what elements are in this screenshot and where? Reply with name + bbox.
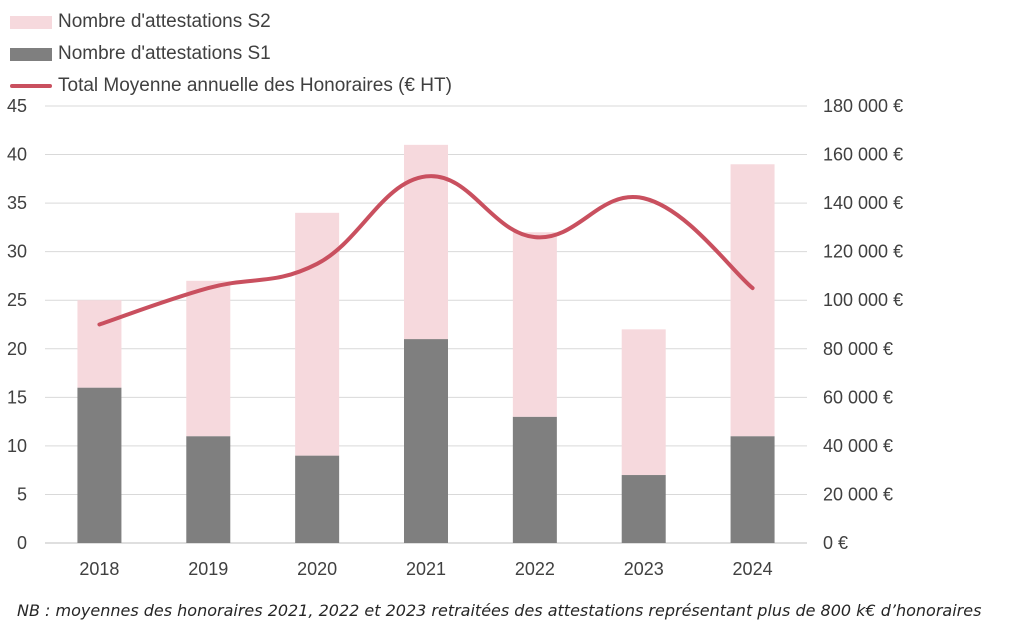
x-axis-tick-label: 2024 (733, 559, 773, 579)
left-axis-tick-label: 15 (7, 387, 27, 407)
right-axis-tick-label: 40 000 € (823, 436, 893, 456)
legend-label-s2: Nombre d'attestations S2 (58, 11, 271, 32)
right-axis-tick-label: 20 000 € (823, 484, 893, 504)
bar-s1 (77, 387, 122, 543)
left-axis-tick-label: 10 (7, 436, 27, 456)
x-axis-tick-label: 2023 (624, 559, 664, 579)
x-axis-tick-label: 2021 (406, 559, 446, 579)
left-axis-tick-label: 0 (17, 533, 27, 553)
x-axis-tick-label: 2019 (188, 559, 228, 579)
legend-item-s2: Nombre d'attestations S2 (10, 6, 452, 38)
right-axis-tick-label: 0 € (823, 533, 848, 553)
footnote: NB : moyennes des honoraires 2021, 2022 … (17, 601, 982, 620)
right-axis-tick-label: 80 000 € (823, 339, 893, 359)
bar-s2 (512, 232, 557, 417)
legend-swatch-s2 (10, 15, 52, 29)
bar-s2 (77, 300, 122, 388)
left-axis-tick-label: 25 (7, 290, 27, 310)
bar-s2 (621, 329, 666, 476)
bar-s1 (295, 455, 340, 543)
series-line-honoraires (97, 174, 755, 327)
left-axis-tick-label: 40 (7, 145, 27, 165)
right-axis-tick-label: 120 000 € (823, 242, 903, 262)
left-axis-tick-label: 45 (7, 96, 27, 116)
right-axis-tick-label: 160 000 € (823, 145, 903, 165)
bar-s2 (295, 212, 340, 456)
bar-s1 (512, 416, 557, 543)
x-axis-tick-label: 2018 (79, 559, 119, 579)
bar-s1 (621, 475, 666, 543)
legend-swatch-line (10, 84, 52, 88)
right-axis-tick-label: 60 000 € (823, 387, 893, 407)
x-axis-tick-label: 2020 (297, 559, 337, 579)
legend-label-s1: Nombre d'attestations S1 (58, 43, 271, 64)
right-axis-tick-label: 140 000 € (823, 193, 903, 213)
legend-item-s1: Nombre d'attestations S1 (10, 38, 452, 70)
bar-s1 (404, 339, 448, 543)
left-axis-tick-label: 30 (7, 242, 27, 262)
combo-chart: 0 0 € 5 20 000 € 10 40 000 € 15 60 000 € 20 80 00… (7, 96, 903, 579)
left-axis-tick-label: 20 (7, 339, 27, 359)
left-axis-tick-label: 5 (17, 484, 27, 504)
legend-item-line: Total Moyenne annuelle des Honoraires (€… (10, 70, 452, 102)
chart-legend: Nombre d'attestations S2 Nombre d'attest… (10, 6, 452, 102)
legend-label-line: Total Moyenne annuelle des Honoraires (€… (58, 75, 452, 96)
bar-s2 (186, 280, 231, 437)
x-axis-tick-label: 2022 (515, 559, 555, 579)
legend-swatch-s1 (10, 47, 52, 61)
bar-s1 (186, 436, 231, 543)
bar-s2 (404, 144, 448, 340)
right-axis-tick-label: 100 000 € (823, 290, 903, 310)
right-axis-tick-label: 180 000 € (823, 96, 903, 116)
bar-s1 (730, 436, 775, 543)
bar-s2 (730, 164, 775, 437)
left-axis-tick-label: 35 (7, 193, 27, 213)
